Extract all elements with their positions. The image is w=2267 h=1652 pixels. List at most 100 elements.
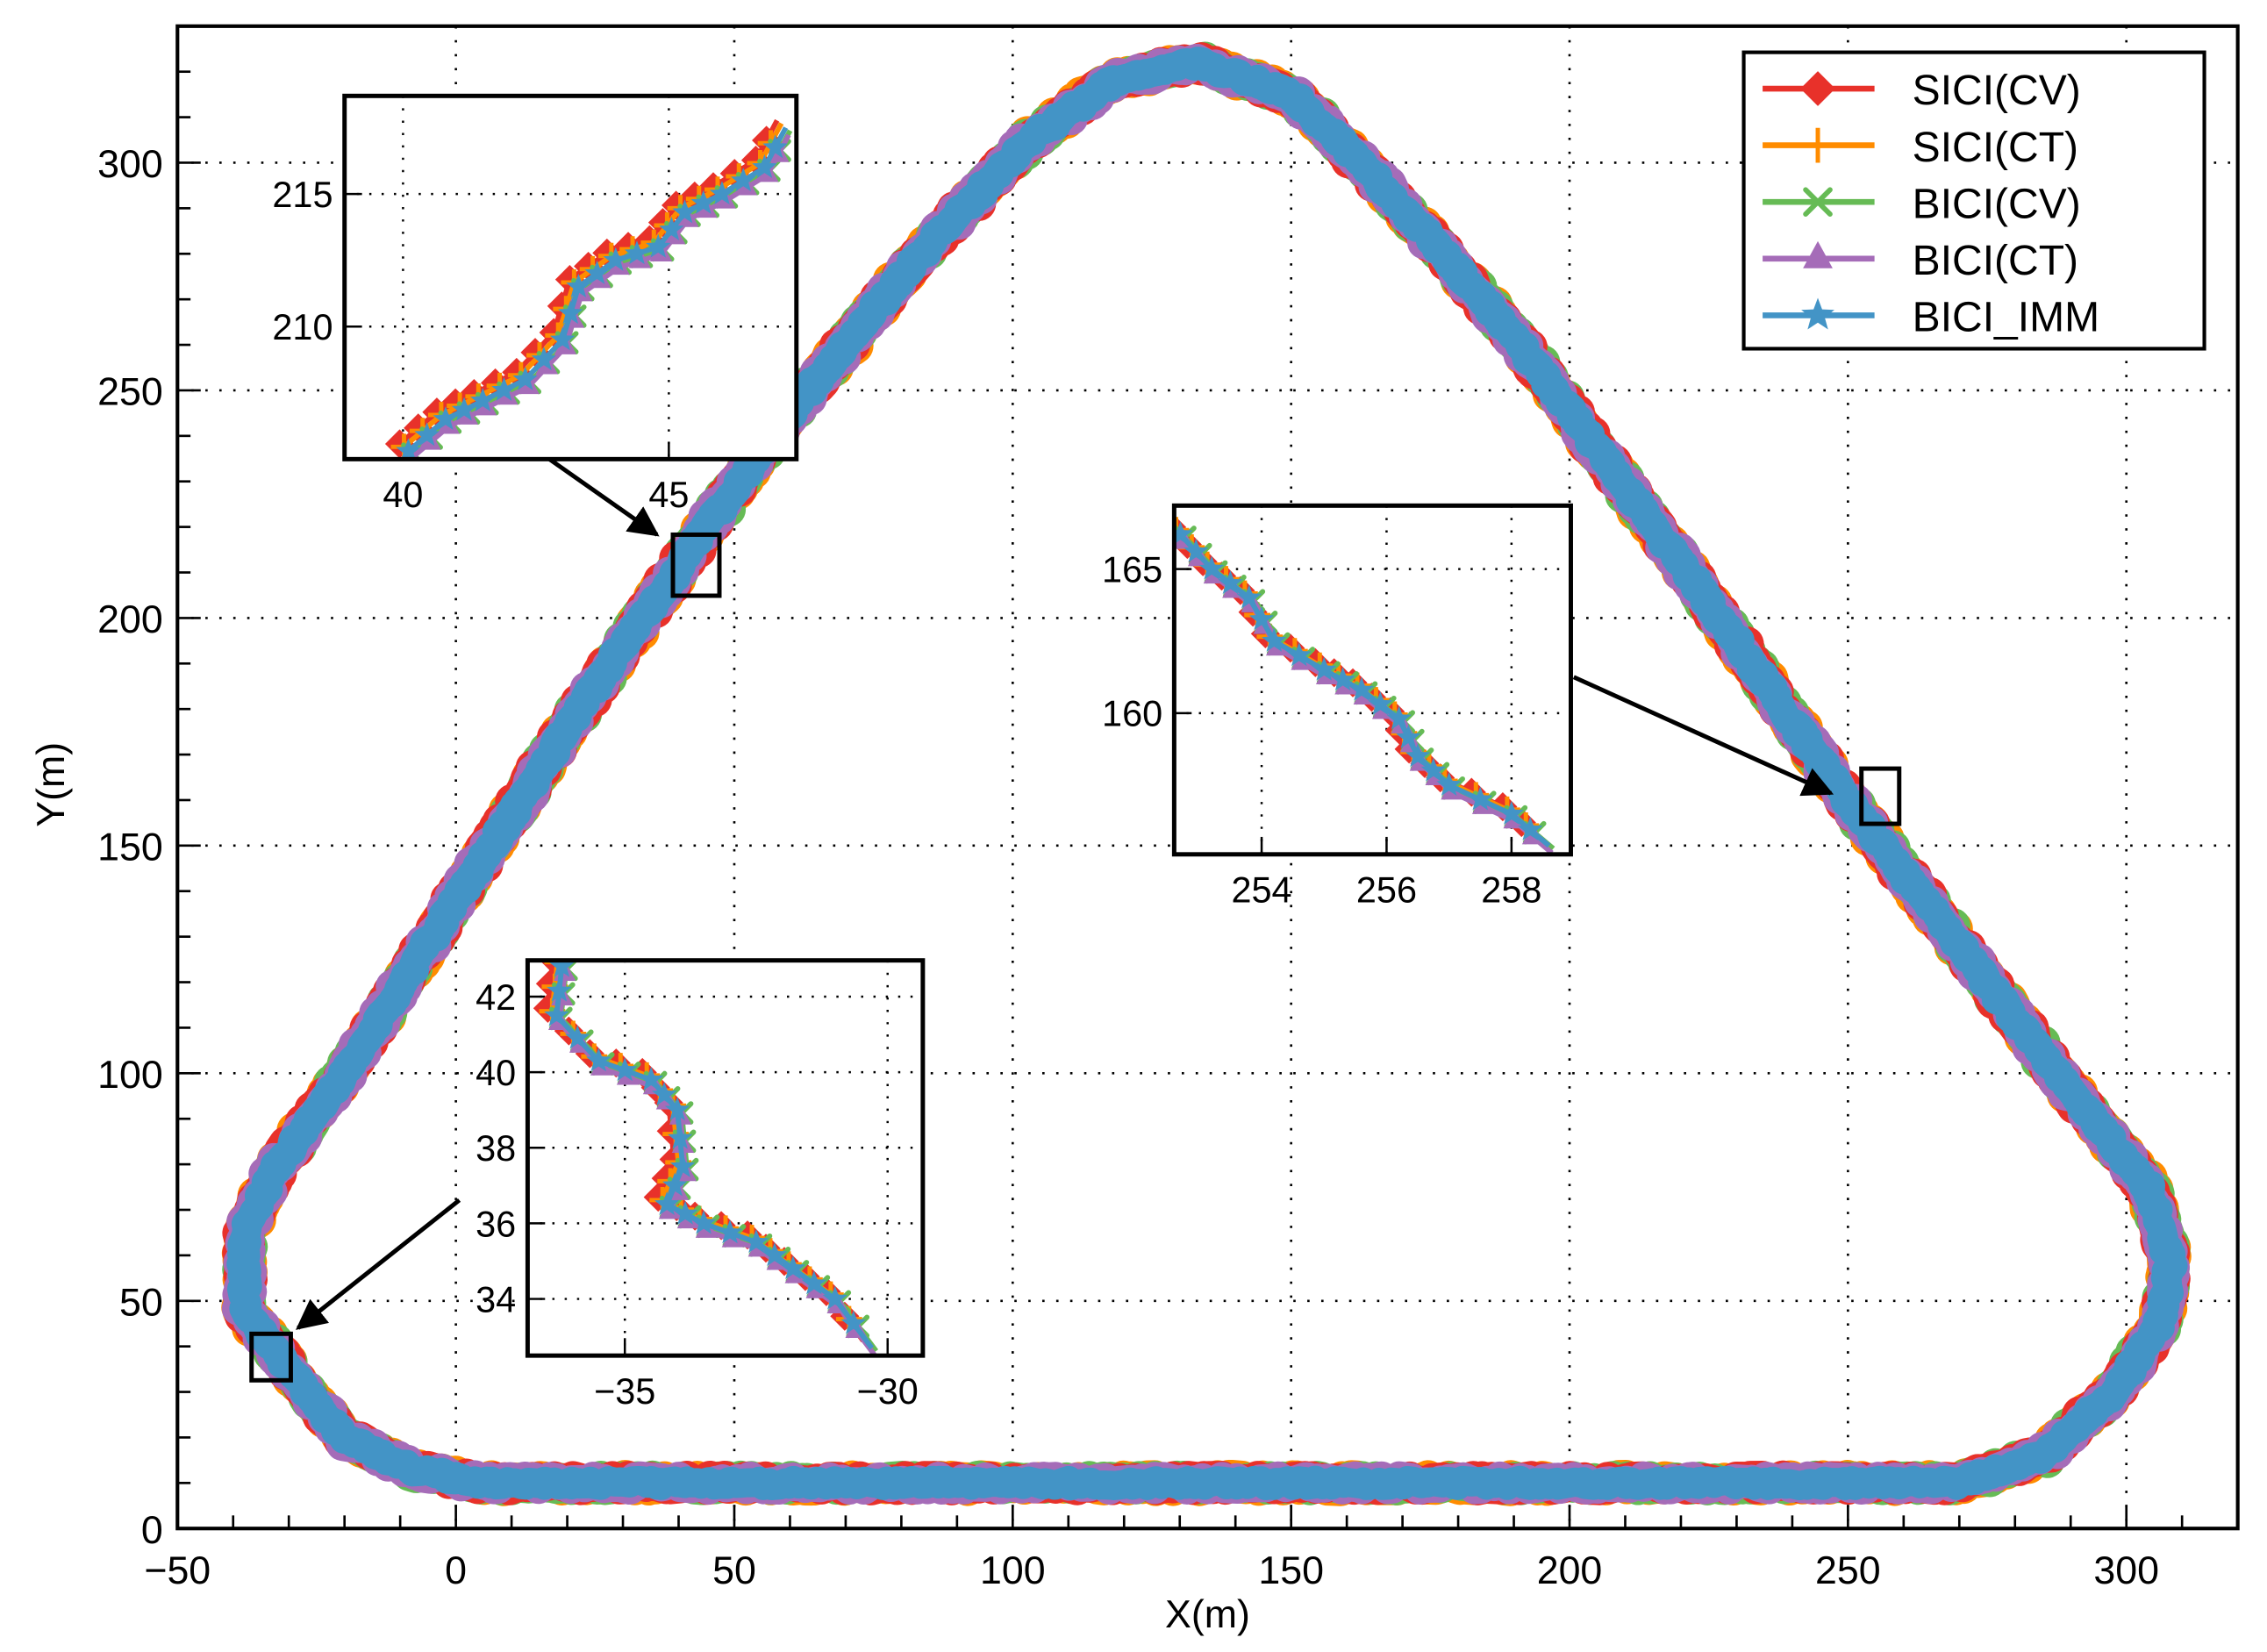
inset-x-tick-label: 256 xyxy=(1356,869,1417,910)
inset-marker-star xyxy=(709,181,735,205)
inset-marker-star xyxy=(667,1125,693,1149)
legend-x-icon xyxy=(1803,187,1833,218)
x-tick-label: 250 xyxy=(1815,1549,1881,1592)
inset-marker-star xyxy=(669,1153,696,1177)
x-tick-label: 50 xyxy=(712,1549,756,1592)
inset-marker-star xyxy=(1468,786,1493,811)
inset-marker-star xyxy=(664,1097,690,1121)
legend-label: BICI(CT) xyxy=(1913,238,2078,284)
inset-marker-star xyxy=(1330,667,1355,691)
inset-1: 40 45 210 215 xyxy=(272,93,799,515)
inset-marker-star xyxy=(638,1066,664,1091)
y-tick-label: 200 xyxy=(97,598,163,641)
legend-label: BICI(CV) xyxy=(1913,181,2081,227)
inset-marker-star xyxy=(1498,800,1525,825)
inset-marker-star xyxy=(672,199,697,224)
inset-marker-diamond xyxy=(719,159,749,189)
y-tick-label: 100 xyxy=(97,1054,163,1097)
legend-label: BICI_IMM xyxy=(1913,295,2099,341)
inset-marker-star xyxy=(840,1310,866,1334)
inset-marker-star xyxy=(1248,606,1275,631)
zoom-annotations xyxy=(249,457,1902,1383)
series-line-BICI_IMM xyxy=(226,46,2188,1501)
zoom-region-box xyxy=(249,1331,293,1383)
inset-y-tick-label: 34 xyxy=(476,1279,516,1319)
plot-frame xyxy=(175,24,2240,1531)
inset-marker-star xyxy=(1198,555,1225,580)
inset-y-tick-label: 210 xyxy=(272,307,333,347)
inset-marker-star xyxy=(654,1191,680,1215)
inset-marker-star xyxy=(822,1285,848,1310)
zoom-arrow xyxy=(547,457,660,537)
inset-marker-star xyxy=(762,1242,788,1267)
inset-marker-star xyxy=(780,1255,806,1280)
inset-frame xyxy=(342,93,799,461)
inset-marker-star xyxy=(586,1048,611,1072)
inset-marker-star xyxy=(584,260,610,284)
inset-marker-star xyxy=(549,960,575,977)
inset-marker-star xyxy=(1420,757,1447,782)
inset-marker-star xyxy=(451,397,477,421)
legend: SICI(CV) SICI(CT) BICI(CV) BICI(CT) BICI_IMM xyxy=(1741,50,2206,351)
x-tick-label: 100 xyxy=(980,1549,1046,1592)
inset-marker-star xyxy=(1286,642,1312,667)
inset-marker-star xyxy=(470,387,496,411)
inset-y-tick-label: 38 xyxy=(476,1128,516,1169)
inset-x-tick-label: 40 xyxy=(383,475,423,515)
inset-marker-star xyxy=(1184,538,1209,562)
y-tick-label: 0 xyxy=(141,1509,163,1552)
inset-marker-star xyxy=(690,190,716,214)
inset-marker-star xyxy=(1396,724,1421,748)
inset-marker-star xyxy=(1218,570,1243,595)
trajectory-lines xyxy=(221,41,2192,1506)
inset-marker-star xyxy=(624,240,650,265)
inset-marker-star xyxy=(433,406,459,431)
y-tick-label: 50 xyxy=(119,1281,163,1324)
inset-data xyxy=(384,118,793,460)
inset-frame xyxy=(525,958,926,1358)
inset-marker-star xyxy=(672,1200,698,1225)
inset-marker-star xyxy=(690,1210,717,1234)
inset-y-tick-label: 215 xyxy=(272,175,333,215)
inset-marker-star xyxy=(1262,627,1287,652)
x-tick-label: 0 xyxy=(445,1549,467,1592)
inset-marker-star xyxy=(603,247,628,271)
legend-item: BICI_IMM xyxy=(1763,295,2099,341)
inset-y-tick-label: 40 xyxy=(476,1053,516,1093)
y-tick-label: 300 xyxy=(97,143,163,186)
inset-x-tick-label: −30 xyxy=(857,1371,919,1412)
inset-marker-star xyxy=(651,1082,677,1106)
legend-label: SICI(CT) xyxy=(1913,125,2078,171)
inset-marker-star xyxy=(531,347,557,371)
inset-marker-star xyxy=(646,233,671,258)
inset-3: −35 −30 34 36 38 40 42 xyxy=(476,958,926,1412)
inset-marker-star xyxy=(1436,772,1462,797)
inset-y-tick-label: 165 xyxy=(1102,549,1162,590)
inset-marker-star xyxy=(662,1172,688,1197)
inset-marker-star xyxy=(558,300,583,325)
inset-marker-star xyxy=(1174,521,1193,546)
legend-triangle-icon xyxy=(1803,240,1833,268)
inset-marker-star xyxy=(1348,676,1375,701)
inset-marker-star xyxy=(659,217,684,240)
inset-frame xyxy=(1171,503,1573,857)
inset-background xyxy=(527,960,923,1356)
zoom-arrow xyxy=(296,1198,461,1330)
inset-marker-star xyxy=(762,134,788,159)
x-axis-label: X(m) xyxy=(1165,1593,1250,1636)
inset-2: 254 256 258 160 165 xyxy=(1102,503,1573,910)
inset-marker-star xyxy=(801,1270,827,1295)
inset-marker-star xyxy=(565,1025,590,1049)
inset-marker-star xyxy=(512,366,538,390)
legend-item: BICI(CT) xyxy=(1763,238,2078,284)
inset-marker-star xyxy=(731,168,756,192)
inset-marker-star xyxy=(1518,816,1543,840)
y-tick-label: 150 xyxy=(97,826,163,869)
x-tick-label: 300 xyxy=(2093,1549,2159,1592)
legend-label: SICI(CV) xyxy=(1913,68,2081,114)
inset-marker-star xyxy=(717,1219,743,1244)
legend-item: SICI(CT) xyxy=(1763,125,2078,171)
